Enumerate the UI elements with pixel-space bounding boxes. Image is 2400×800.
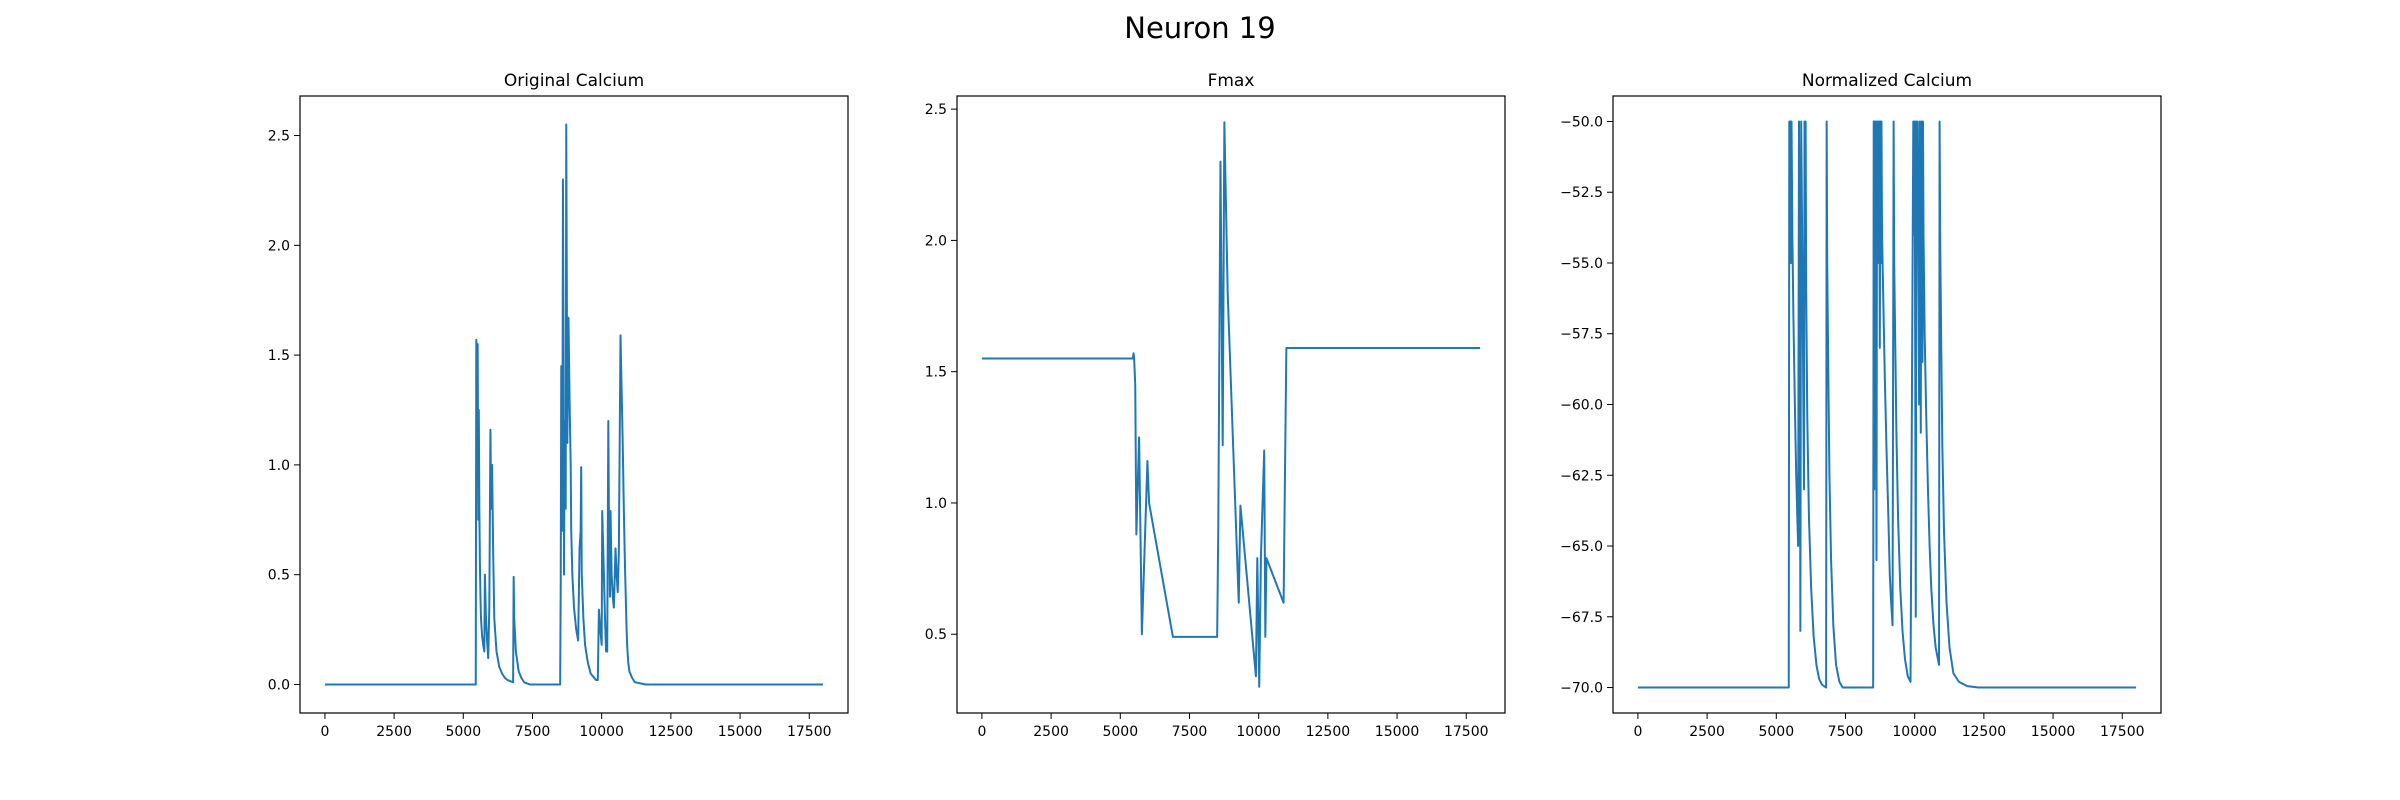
fmax-x-tick-label: 2500 [1033, 724, 1069, 740]
normalized-calcium-y-tick-label: −57.5 [1560, 327, 1603, 343]
fmax-subplot: Fmax 0 2500 5000 7500 10000 12500 15000 17500 0.5… [925, 71, 1506, 740]
fmax-title: Fmax [1208, 71, 1255, 91]
fmax-x-tick-label: 15000 [1375, 724, 1420, 740]
normalized-calcium-y-tick-label: −70.0 [1560, 681, 1603, 697]
original-calcium-y-tick-label: 2.0 [268, 238, 290, 254]
normalized-calcium-y-tick-label: −52.5 [1560, 185, 1603, 201]
fmax-y-tick-label: 0.5 [925, 627, 947, 643]
original-calcium-x-tick-label: 17500 [787, 724, 832, 740]
normalized-calcium-x-tick-label: 5000 [1758, 724, 1794, 740]
normalized-calcium-title: Normalized Calcium [1802, 71, 1972, 91]
original-calcium-x-tick-label: 15000 [718, 724, 763, 740]
normalized-calcium-x-tick-label: 12500 [1962, 724, 2007, 740]
fmax-x-tick-label: 17500 [1444, 724, 1489, 740]
fmax-x-tick-label: 7500 [1172, 724, 1208, 740]
normalized-calcium-axes-frame [1612, 95, 2162, 714]
normalized-calcium-x-tick-label: 15000 [2031, 724, 2076, 740]
fmax-x-tick-label: 12500 [1306, 724, 1351, 740]
fmax-y-tick-label: 2.5 [925, 102, 947, 118]
original-calcium-y-tick-label: 1.0 [268, 458, 290, 474]
normalized-calcium-y-tick-label: −65.0 [1560, 539, 1603, 555]
normalized-calcium-x-tick-label: 0 [1633, 724, 1642, 740]
original-calcium-x-tick-label: 10000 [579, 724, 624, 740]
original-calcium-subplot: Original Calcium 0 2500 5000 7500 10000 12500 1… [268, 71, 849, 740]
normalized-calcium-subplot: Normalized Calcium 0 2500 5000 7500 10000 1250… [1560, 71, 2162, 740]
normalized-calcium-series-line-0 [1637, 120, 2137, 689]
fmax-x-tick-label: 10000 [1236, 724, 1281, 740]
normalized-calcium-x-tick-label: 7500 [1828, 724, 1864, 740]
original-calcium-y-tick-label: 0.5 [268, 568, 290, 584]
fmax-axes-frame [956, 95, 1506, 714]
fmax-y-tick-label: 1.0 [925, 496, 947, 512]
original-calcium-axes-frame [299, 95, 849, 714]
original-calcium-y-tick-label: 0.0 [268, 677, 290, 693]
subplot-grid: Original Calcium 0 2500 5000 7500 10000 12500 1… [268, 71, 2162, 740]
normalized-calcium-x-tick-label: 17500 [2100, 724, 2145, 740]
fmax-y-tick-label: 2.0 [925, 233, 947, 249]
original-calcium-x-tick-label: 2500 [376, 724, 412, 740]
original-calcium-series-line-0 [324, 123, 824, 686]
fmax-x-tick-label: 5000 [1102, 724, 1138, 740]
fmax-series-line-0 [981, 121, 1481, 688]
original-calcium-x-tick-label: 12500 [649, 724, 694, 740]
normalized-calcium-y-tick-label: −55.0 [1560, 256, 1603, 272]
normalized-calcium-y-tick-label: −62.5 [1560, 468, 1603, 484]
normalized-calcium-y-tick-label: −50.0 [1560, 114, 1603, 130]
normalized-calcium-y-tick-label: −67.5 [1560, 610, 1603, 626]
normalized-calcium-y-tick-label: −60.0 [1560, 398, 1603, 414]
original-calcium-x-tick-label: 0 [320, 724, 329, 740]
figure-title: Neuron 19 [1124, 11, 1275, 45]
normalized-calcium-x-tick-label: 2500 [1689, 724, 1725, 740]
original-calcium-x-tick-label: 7500 [515, 724, 551, 740]
normalized-calcium-x-tick-label: 10000 [1892, 724, 1937, 740]
fmax-y-tick-label: 1.5 [925, 365, 947, 381]
original-calcium-y-tick-label: 1.5 [268, 348, 290, 364]
original-calcium-x-tick-label: 5000 [445, 724, 481, 740]
original-calcium-title: Original Calcium [504, 71, 644, 91]
original-calcium-y-tick-label: 2.5 [268, 129, 290, 145]
fmax-x-tick-label: 0 [977, 724, 986, 740]
